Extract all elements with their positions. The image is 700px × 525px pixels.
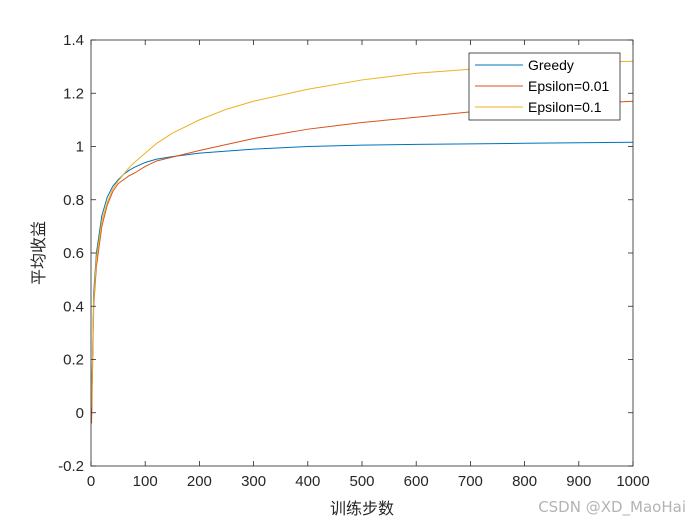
x-tick-label: 300	[241, 473, 266, 490]
y-axis-label: 平均收益	[29, 221, 48, 285]
x-tick-label: 700	[458, 473, 483, 490]
y-tick-label: 0	[76, 405, 84, 422]
x-tick-label: 200	[187, 473, 212, 490]
x-tick-label: 600	[404, 473, 429, 490]
x-tick-label: 0	[87, 473, 95, 490]
series-line-1	[91, 141, 634, 413]
legend-label: Epsilon=0.01	[528, 78, 610, 94]
tick-layer: 0 100 200 300 400 500 600 700 800 900 1000-0.200.2…	[58, 32, 650, 490]
x-tick-label: 100	[133, 473, 158, 490]
legend-label: Greedy	[528, 57, 574, 73]
series-line-2	[91, 100, 634, 424]
x-tick-label: 900	[566, 473, 591, 490]
y-tick-label: 1	[76, 139, 84, 156]
y-tick-label: 0.4	[63, 298, 84, 315]
y-tick-label: 0.8	[63, 192, 84, 209]
x-tick-label: 400	[295, 473, 320, 490]
legend: Greedy Epsilon=0.01 Epsilon=0.1	[468, 52, 621, 121]
legend-box	[468, 52, 621, 121]
legend-label: Epsilon=0.1	[528, 99, 602, 115]
series-layer	[91, 60, 634, 424]
y-tick-label: 0.2	[63, 352, 84, 369]
y-tick-label: 1.2	[63, 85, 84, 102]
y-tick-label: 1.4	[63, 32, 84, 49]
series-line-3	[91, 60, 634, 408]
y-tick-label: -0.2	[58, 458, 84, 475]
x-axis-label: 训练步数	[330, 499, 394, 518]
y-tick-label: 0.6	[63, 245, 84, 262]
watermark-text: CSDN @XD_MaoHai	[538, 498, 686, 517]
x-tick-label: 800	[512, 473, 537, 490]
x-tick-label: 500	[349, 473, 374, 490]
x-tick-label: 1000	[616, 473, 649, 490]
